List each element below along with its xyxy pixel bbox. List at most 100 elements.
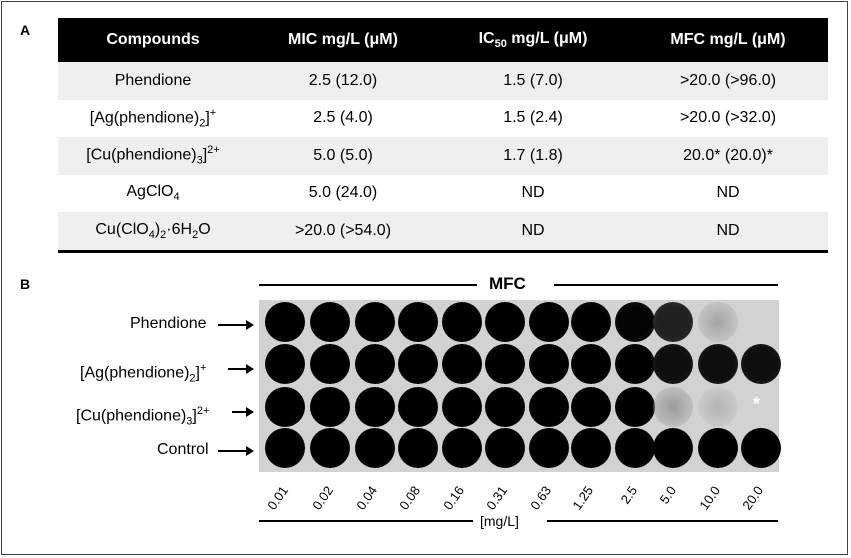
growth-spot [310,344,350,384]
unit-bracket-right [547,520,778,522]
compound-subscript: 4 [148,228,155,241]
growth-spot [529,344,569,384]
growth-spot [741,344,781,384]
row-label-text: Control [157,441,209,458]
growth-spot [265,387,305,427]
row-arrow [218,446,254,455]
growth-spot [485,387,525,427]
mfc-cell: ND [716,184,740,202]
row-label-text: ] [195,364,200,382]
mfc-bracket-right [554,284,778,286]
row-label-text: ] [192,407,197,425]
row-label-ag-complex: [Ag(phendione)2]+ [80,358,206,385]
growth-spot [529,387,569,427]
growth-spot [265,428,305,468]
panel-a-letter: A [20,22,31,38]
ic50-cell: 1.5 (2.4) [503,109,563,127]
compound-cell: [Cu(phendione)3]2+ [58,137,248,175]
compound-name-part: O [198,220,211,238]
growth-spot [355,428,395,468]
row-label-cu-complex: [Cu(phendione)3]2+ [76,401,210,428]
growth-spot [653,428,693,468]
mfc-cell: >20.0 (>96.0) [628,62,828,100]
growth-spot [529,302,569,342]
header-ic50: IC50 mg/L (μM) [438,18,628,62]
growth-spot [741,302,781,342]
compound-name-part: ] [205,109,210,127]
growth-spot [310,302,350,342]
compound-name-part: [Ag(phendione) [89,109,200,127]
table-row: Cu(ClO4)2·6H2O >20.0 (>54.0) ND ND [58,212,828,253]
table-row: [Cu(phendione)3]2+ 5.0 (5.0) 1.7 (1.8) 2… [58,137,828,175]
compound-subscript: 2 [192,228,199,241]
growth-spot [398,387,438,427]
growth-spot [310,428,350,468]
mic-cell: 5.0 (24.0) [308,184,378,202]
growth-spot [355,344,395,384]
table-row: Phendione 2.5 (12.0) 1.5 (7.0) >20.0 (>9… [58,62,828,100]
growth-spot [571,428,611,468]
compound-name-part: [Cu(phendione) [86,146,197,164]
growth-spot [485,344,525,384]
spot-assay-plate: * [259,300,781,472]
mic-cell: 2.5 (4.0) [313,109,373,127]
table-row: [Ag(phendione)2]+ 2.5 (4.0) 1.5 (2.4) >2… [58,100,828,138]
growth-spot [442,302,482,342]
header-ic50-sub: 50 [494,38,507,51]
growth-spot [615,387,655,427]
compound-name-part: ·6H [166,220,193,238]
growth-spot [653,387,693,427]
header-compounds: Compounds [58,18,248,62]
panel-b-letter: B [20,276,31,292]
growth-spot [698,302,738,342]
compound-cell: [Ag(phendione)2]+ [58,100,248,138]
row-arrow [232,407,254,416]
table-header-row: Compounds MIC mg/L (μM) IC50 mg/L (μM) M… [58,18,828,62]
row-label-subscript: 2 [189,372,196,385]
compound-name: Phendione [114,71,192,89]
compound-cell: Cu(ClO4)2·6H2O [58,212,248,253]
ic50-cell: ND [438,212,628,253]
row-label-control: Control [157,440,209,460]
growth-spot [310,387,350,427]
mic-cell: 5.0 (5.0) [248,137,438,175]
growth-spot [698,344,738,384]
row-label-text: [Cu(phendione) [76,407,187,425]
header-mfc: MFC mg/L (μM) [628,18,828,62]
compound-name-part: AgClO [126,183,174,201]
compound-name-part: Cu(ClO [95,220,149,238]
compound-name-part: ) [154,220,161,238]
growth-spot [265,344,305,384]
row-arrow [218,320,254,329]
growth-spot [398,428,438,468]
row-label-subscript: 3 [186,415,193,428]
compound-subscript: 3 [196,155,203,167]
unit-bracket-left [259,520,473,522]
row-label-charge: 2+ [196,405,210,417]
header-ic50-units: mg/L (μM) [506,29,588,47]
growth-spot [698,428,738,468]
growth-spot [529,428,569,468]
mfc-label: MFC [489,274,526,293]
growth-spot [485,302,525,342]
mic-cell: 2.5 (12.0) [248,62,438,100]
growth-spot [615,428,655,468]
compound-table: Compounds MIC mg/L (μM) IC50 mg/L (μM) M… [58,18,828,253]
mic-cell: >20.0 (>54.0) [248,212,438,253]
row-label-text: [Ag(phendione) [80,364,190,382]
compound-name-part: ] [202,146,208,164]
growth-spot [398,344,438,384]
ic50-cell: 1.5 (7.0) [438,62,628,100]
row-label-text: Phendione [130,315,207,332]
growth-spot [442,387,482,427]
growth-spot [741,387,781,427]
growth-spot [571,387,611,427]
growth-spot [615,344,655,384]
mfc-cell: >20.0 (>32.0) [679,109,777,127]
growth-spot [442,344,482,384]
compound-charge: 2+ [207,144,220,157]
growth-spot [485,428,525,468]
compound-cell: Phendione [58,62,248,100]
table-row: AgClO4 5.0 (24.0) ND ND [58,175,828,213]
